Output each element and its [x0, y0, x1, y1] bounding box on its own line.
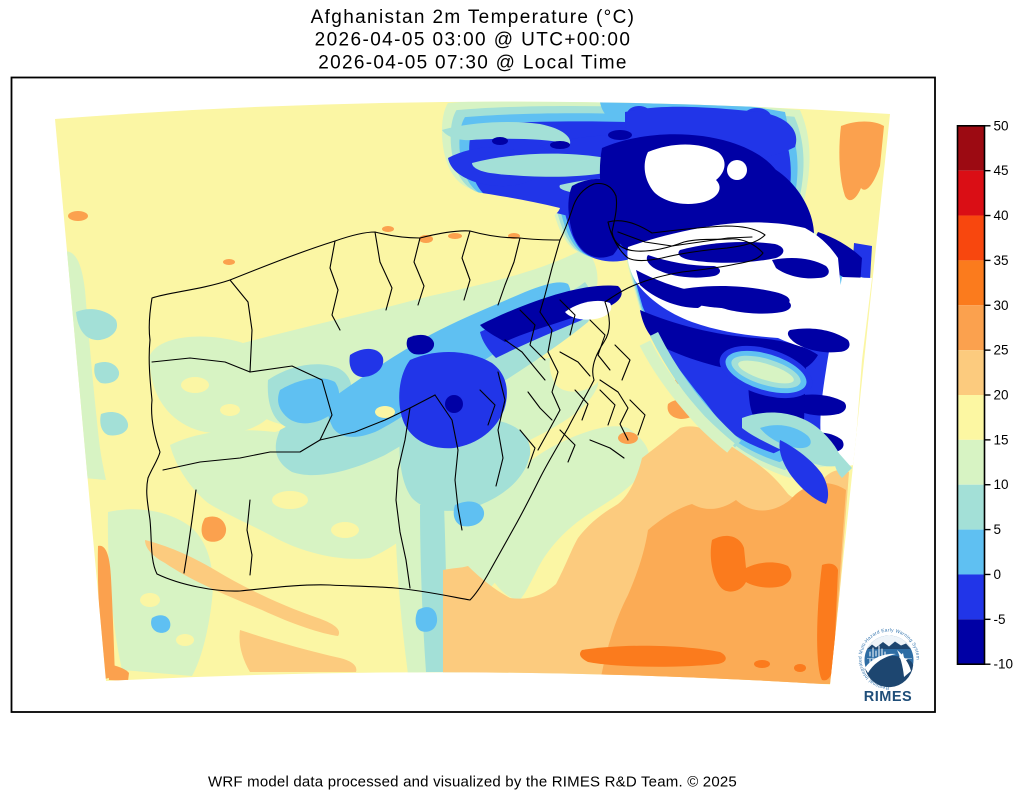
svg-text:20: 20: [994, 388, 1009, 403]
svg-text:Afghanistan 2m Temperature (°C: Afghanistan 2m Temperature (°C): [311, 7, 636, 28]
svg-text:0: 0: [994, 567, 1002, 582]
svg-text:25: 25: [994, 343, 1009, 358]
svg-text:15: 15: [994, 432, 1009, 447]
svg-text:5: 5: [994, 522, 1002, 537]
svg-text:50: 50: [994, 118, 1009, 133]
svg-text:40: 40: [994, 208, 1009, 223]
svg-text:10: 10: [994, 477, 1009, 492]
svg-text:RIMES: RIMES: [864, 689, 912, 705]
svg-text:30: 30: [994, 298, 1009, 313]
svg-text:35: 35: [994, 253, 1009, 268]
svg-text:45: 45: [994, 163, 1009, 178]
svg-text:-10: -10: [994, 657, 1014, 672]
svg-text:2026-04-05 03:00 @ UTC+00:00: 2026-04-05 03:00 @ UTC+00:00: [315, 30, 632, 51]
svg-text:WRF model data processed and v: WRF model data processed and visualized …: [208, 773, 737, 790]
svg-text:2026-04-05 07:30 @ Local Time: 2026-04-05 07:30 @ Local Time: [318, 53, 627, 74]
svg-text:-5: -5: [994, 612, 1006, 627]
